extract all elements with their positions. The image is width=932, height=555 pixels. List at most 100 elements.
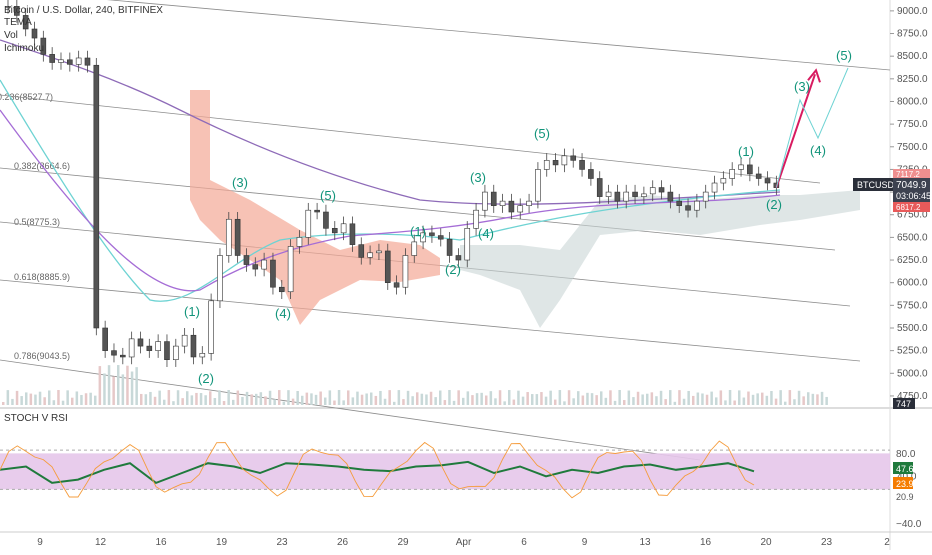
wave-label: (1): [738, 144, 754, 159]
volume-bar: [540, 392, 543, 405]
volume-bar: [517, 390, 520, 405]
volume-bar: [383, 398, 387, 405]
candle-body: [702, 191, 709, 202]
volume-bar: [135, 367, 138, 405]
upper-tag: [893, 169, 930, 178]
volume-bar: [577, 391, 580, 405]
candle-body: [649, 187, 656, 195]
volume-bar: [57, 390, 60, 405]
volume-bar: [641, 394, 644, 405]
candle-body: [358, 244, 365, 258]
volume-bar: [324, 397, 327, 405]
volume-bar: [6, 390, 10, 405]
volume-bar: [172, 401, 175, 405]
volume-bar: [144, 394, 148, 405]
volume-bar: [788, 390, 792, 405]
volume-bar: [416, 392, 419, 405]
price-tick-label: 8250.0: [897, 74, 928, 85]
volume-bar: [103, 373, 106, 405]
wave-label: (3): [232, 175, 248, 190]
candle-body: [464, 228, 471, 261]
time-tick-label: 2: [884, 537, 890, 548]
volume-bar: [526, 392, 529, 405]
volume-bar: [80, 394, 83, 405]
price-tick-label: 8000.0: [897, 96, 928, 107]
volume-bar: [250, 394, 253, 405]
volume-bar: [475, 393, 479, 405]
volume-bar: [89, 392, 92, 405]
volume-bar: [34, 394, 37, 405]
candle-body: [278, 286, 285, 293]
candle-body: [164, 341, 170, 360]
volume-bar: [117, 365, 120, 405]
volume-bar: [669, 390, 672, 405]
volume-bar: [393, 401, 396, 405]
candle-body: [676, 200, 683, 206]
volume-bar: [370, 392, 373, 405]
price-tick-label: 8500.0: [897, 51, 928, 62]
volume-bar: [802, 396, 805, 405]
candle-body: [128, 338, 135, 358]
volume-bar: [365, 393, 368, 405]
volume-bar: [328, 390, 332, 405]
channel-line: [106, 0, 891, 71]
indicator-ichimoku[interactable]: Ichimoku: [4, 43, 44, 54]
candle-body: [146, 345, 153, 351]
candle-body: [384, 250, 391, 283]
candle-body: [252, 264, 259, 270]
volume-bar: [163, 399, 166, 405]
candle-body: [75, 57, 82, 65]
candle-body: [261, 259, 267, 270]
volume-bar: [632, 397, 635, 405]
candle-body: [543, 160, 550, 170]
volume-bar: [811, 393, 815, 405]
time-tick-label: 16: [700, 537, 712, 548]
candle-body: [58, 59, 64, 63]
wave-label: (4): [275, 306, 291, 321]
time-tick-label: 23: [276, 537, 288, 548]
candle-body: [331, 228, 338, 234]
volume-bar: [2, 402, 5, 405]
price-tick-label: 5250.0: [897, 346, 928, 357]
candle-body: [552, 160, 559, 166]
volume-bar: [604, 397, 608, 405]
volume-bar: [379, 390, 382, 405]
volume-bar: [503, 401, 506, 405]
volume-bar: [15, 390, 19, 405]
candle-body: [225, 218, 232, 256]
volume-bar: [567, 390, 571, 405]
fib-label: 0.786(9043.5): [14, 351, 70, 361]
volume-bar: [770, 391, 773, 405]
volume-bar: [218, 390, 221, 405]
candle-body: [747, 164, 753, 175]
wave-label: (1): [410, 224, 426, 239]
volume-bar: [314, 394, 318, 405]
volume-bar: [678, 390, 681, 405]
indicator-tema[interactable]: TEMA: [4, 17, 32, 28]
candle-body: [764, 178, 771, 184]
volume-bar: [411, 396, 414, 405]
volume-bar: [687, 390, 690, 405]
candle-body: [296, 237, 303, 247]
volume-bar: [554, 399, 557, 405]
volume-bar: [480, 392, 483, 405]
candle-body: [535, 169, 541, 202]
volume-bar: [429, 391, 433, 405]
indicator-vol[interactable]: Vol: [4, 30, 18, 41]
volume-bar: [222, 401, 226, 405]
price-tick-label: 9000.0: [897, 6, 928, 17]
candle-body: [208, 300, 214, 354]
price-tick-label: 4750.0: [897, 391, 928, 402]
volume-bar: [494, 398, 497, 405]
lower-tag: [893, 202, 930, 212]
volume-bar: [613, 400, 617, 405]
rsi-band: [0, 453, 890, 490]
volume-bar: [255, 393, 258, 405]
volume-bar: [761, 392, 764, 405]
candle-body: [49, 54, 55, 63]
candle-body: [323, 211, 329, 229]
candle-body: [305, 209, 312, 238]
volume-bar: [213, 398, 217, 405]
